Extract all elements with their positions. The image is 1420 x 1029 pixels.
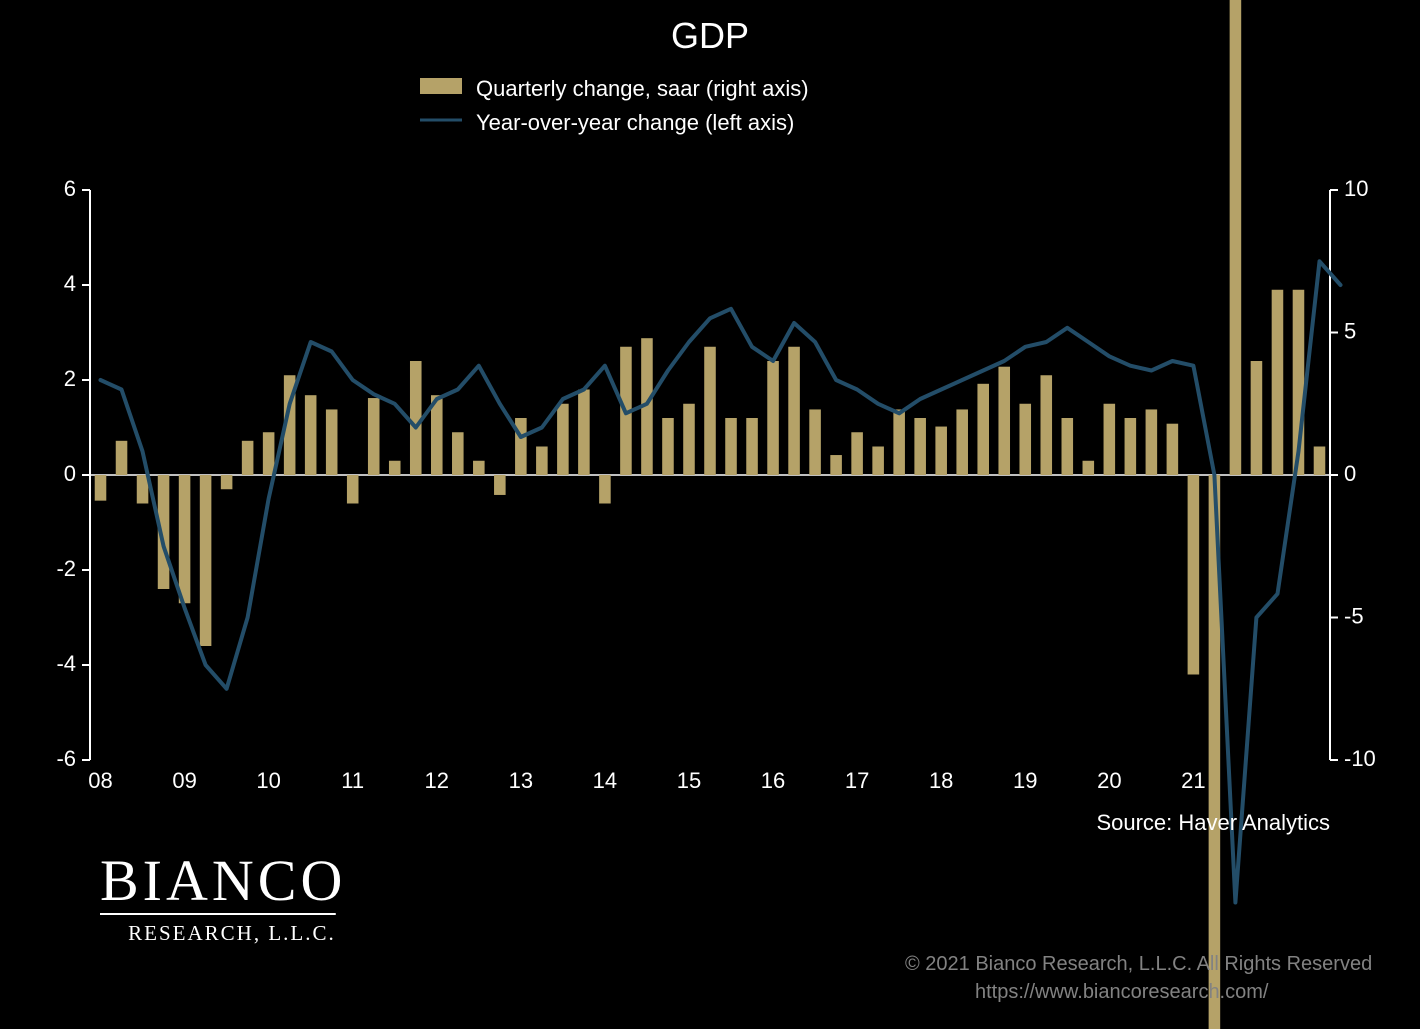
bar — [1040, 375, 1052, 475]
y-left-tick-label: -2 — [56, 556, 76, 581]
y-left-tick-label: -4 — [56, 651, 76, 676]
x-tick-label: 15 — [677, 768, 701, 793]
bar — [725, 418, 737, 475]
bar — [1314, 447, 1326, 476]
bar — [956, 409, 968, 475]
bar — [410, 361, 422, 475]
bar — [200, 475, 212, 646]
bar — [1083, 461, 1095, 475]
logo-bottom: RESEARCH, L.L.C. — [128, 921, 336, 945]
bar — [95, 475, 107, 501]
bar — [452, 432, 464, 475]
y-right-tick-label: 0 — [1344, 461, 1356, 486]
bar — [599, 475, 611, 504]
bar — [1019, 404, 1031, 475]
x-tick-label: 14 — [593, 768, 617, 793]
legend-label: Year-over-year change (left axis) — [476, 110, 794, 135]
bar — [1104, 404, 1116, 475]
bar — [851, 432, 863, 475]
legend-swatch-bar — [420, 78, 462, 94]
bar — [1146, 409, 1158, 475]
copyright: © 2021 Bianco Research, L.L.C. All Right… — [905, 953, 1372, 975]
bar — [221, 475, 233, 489]
x-tick-label: 18 — [929, 768, 953, 793]
bar — [536, 447, 548, 476]
x-tick-label: 09 — [172, 768, 196, 793]
y-right-tick-label: 10 — [1344, 176, 1368, 201]
bar — [1062, 418, 1074, 475]
bar — [809, 409, 821, 475]
bar — [326, 409, 338, 475]
bar — [998, 367, 1010, 475]
x-tick-label: 08 — [88, 768, 112, 793]
legend-swatch-line — [420, 119, 462, 122]
bar — [704, 347, 716, 475]
bar — [1251, 361, 1263, 475]
y-right-tick-label: 5 — [1344, 318, 1356, 343]
bar — [305, 395, 317, 475]
bar — [473, 461, 485, 475]
bar — [1230, 0, 1242, 475]
bar — [767, 361, 779, 475]
bar — [746, 418, 758, 475]
bar — [1167, 424, 1179, 475]
bar — [515, 418, 527, 475]
x-tick-label: 13 — [509, 768, 533, 793]
y-left-tick-label: -6 — [56, 746, 76, 771]
x-tick-label: 16 — [761, 768, 785, 793]
bar — [872, 447, 884, 476]
bar — [662, 418, 674, 475]
bar — [578, 390, 590, 476]
y-left-tick-label: 0 — [64, 461, 76, 486]
bar — [263, 432, 275, 475]
bar — [977, 384, 989, 475]
y-left-tick-label: 2 — [64, 366, 76, 391]
legend-label: Quarterly change, saar (right axis) — [476, 76, 809, 101]
chart-svg: GDP Quarterly change, saar (right axis) Ye… — [0, 0, 1420, 1029]
bar — [347, 475, 359, 504]
x-tick-label: 17 — [845, 768, 869, 793]
y-left-tick-label: 4 — [64, 271, 76, 296]
bar — [788, 347, 800, 475]
chart-title: GDP — [671, 15, 749, 56]
bar — [683, 404, 695, 475]
y-right-tick-label: -10 — [1344, 746, 1376, 771]
source-label: Source: Haver Analytics — [1096, 810, 1330, 835]
bar — [179, 475, 191, 603]
bar — [1272, 290, 1284, 475]
x-tick-label: 20 — [1097, 768, 1121, 793]
bar — [935, 427, 947, 475]
x-tick-label: 21 — [1181, 768, 1205, 793]
bar — [893, 409, 905, 475]
bar — [242, 441, 254, 475]
y-left-tick-label: 6 — [64, 176, 76, 201]
website: https://www.biancoresearch.com/ — [975, 981, 1269, 1003]
chart-container: GDP Quarterly change, saar (right axis) Ye… — [0, 0, 1420, 1029]
bar — [368, 398, 380, 475]
bar — [1188, 475, 1200, 675]
bar — [830, 455, 842, 475]
y-right-tick-label: -5 — [1344, 603, 1364, 628]
x-tick-label: 12 — [425, 768, 449, 793]
x-tick-label: 11 — [341, 768, 364, 793]
bar — [137, 475, 149, 504]
bar — [389, 461, 401, 475]
bar — [914, 418, 926, 475]
bar — [557, 404, 569, 475]
bar — [116, 441, 128, 475]
logo-top: BIANCO — [100, 848, 346, 913]
bar — [494, 475, 506, 495]
bar — [1125, 418, 1137, 475]
x-tick-label: 10 — [256, 768, 280, 793]
x-tick-label: 19 — [1013, 768, 1037, 793]
